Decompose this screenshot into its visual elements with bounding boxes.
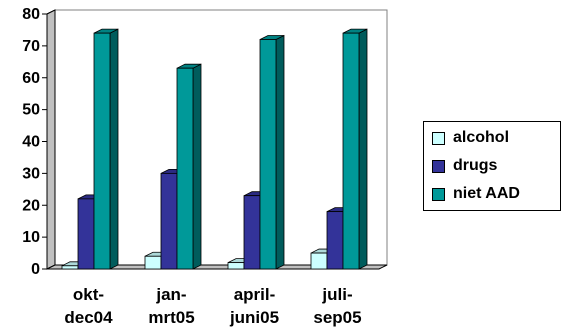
y-tick-label: 80 xyxy=(22,6,40,23)
legend-label: niet AAD xyxy=(453,185,520,202)
y-tick-label: 30 xyxy=(22,165,40,182)
x-category-label: mrt05 xyxy=(148,308,194,327)
legend-label: drugs xyxy=(453,157,498,174)
x-category-label: sep05 xyxy=(313,308,361,327)
x-category-label: juni05 xyxy=(229,308,279,327)
x-category-label: juli- xyxy=(321,285,352,304)
legend-label: alcohol xyxy=(453,129,510,146)
y-tick-label: 10 xyxy=(22,229,40,246)
side-wall xyxy=(46,9,56,270)
x-category-label: jan- xyxy=(155,285,186,304)
y-tick-label: 50 xyxy=(22,102,40,119)
legend-swatch-alcohol xyxy=(432,131,445,145)
y-tick-label: 70 xyxy=(22,38,40,55)
y-tick-label: 40 xyxy=(22,134,40,151)
x-axis-categories: okt-dec04 jan-mrt05 april-juni05 juli-sep05 xyxy=(64,285,361,327)
legend-swatch-niet-aad xyxy=(432,187,445,201)
x-category-label: april- xyxy=(234,285,276,304)
bar-niet-aad xyxy=(93,28,119,270)
x-category-label: dec04 xyxy=(64,308,113,327)
legend: alcohol drugs niet AAD xyxy=(423,121,561,211)
y-tick-label: 20 xyxy=(22,197,40,214)
legend-item-drugs: drugs xyxy=(432,156,497,176)
legend-item-alcohol: alcohol xyxy=(432,128,509,148)
legend-swatch-drugs xyxy=(432,159,445,173)
legend-item-niet-aad: niet AAD xyxy=(432,184,520,204)
bar-niet-aad xyxy=(342,28,368,270)
bar-niet-aad xyxy=(176,63,202,270)
bar-niet-aad xyxy=(259,34,285,270)
y-axis-ticks: 0 10 20 30 40 50 60 70 80 xyxy=(22,6,48,278)
chart-walls xyxy=(46,9,388,270)
y-tick-label: 0 xyxy=(31,261,40,278)
x-category-label: okt- xyxy=(73,285,104,304)
y-tick-label: 60 xyxy=(22,70,40,87)
bars xyxy=(61,28,368,270)
